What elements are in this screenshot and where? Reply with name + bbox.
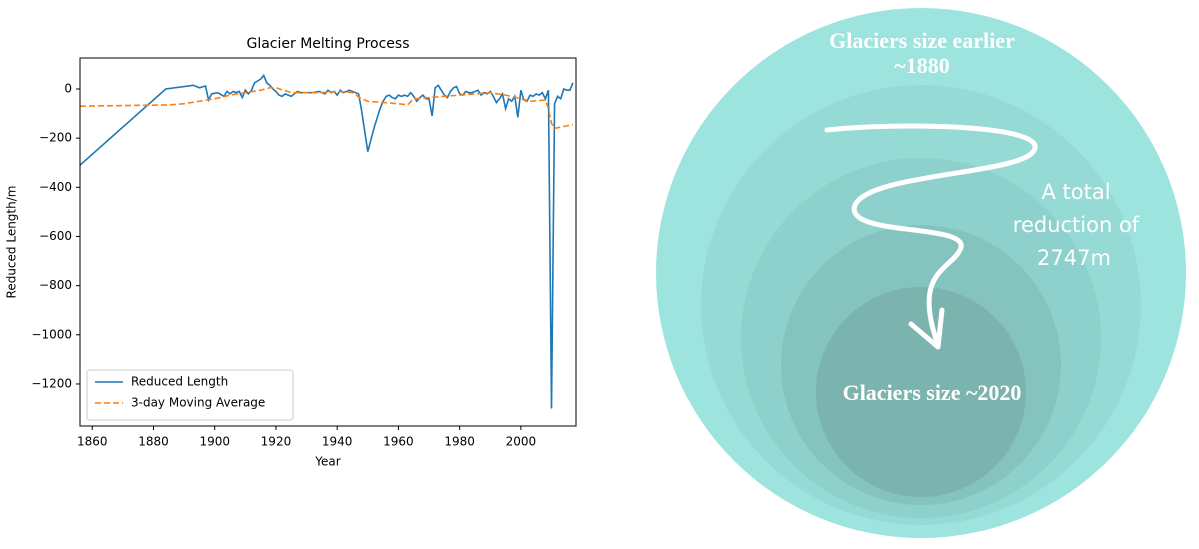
- circle-2020: [816, 287, 1026, 497]
- legend-label: Reduced Length: [131, 375, 228, 389]
- y-tick-label: 0: [64, 81, 72, 95]
- x-tick-label: 1980: [444, 435, 475, 449]
- legend-label: 3-day Moving Average: [131, 396, 265, 410]
- side-label: A total: [1041, 180, 1110, 204]
- legend-box: [86, 369, 294, 421]
- x-tick-label: 1960: [383, 435, 414, 449]
- y-axis-label: Reduced Length/m: [5, 186, 19, 299]
- y-tick-label: −600: [39, 229, 72, 243]
- chart-title: Glacier Melting Process: [246, 36, 409, 52]
- series-line: [80, 73, 574, 409]
- arrow: [824, 123, 1038, 348]
- y-tick-label: −1200: [31, 376, 72, 390]
- y-tick-label: −200: [39, 131, 72, 145]
- x-tick-label: 2000: [506, 435, 537, 449]
- y-tick-label: −1000: [31, 327, 72, 341]
- x-tick-label: 1860: [77, 435, 108, 449]
- series-line: [80, 86, 574, 130]
- top-label: Glaciers size earlier: [829, 28, 1015, 53]
- bottom-label: Glaciers size ~2020: [843, 380, 1022, 405]
- side-label: reduction of: [1013, 213, 1140, 237]
- x-axis-label: Year: [314, 455, 340, 469]
- x-tick-label: 1880: [138, 435, 169, 449]
- x-tick-label: 1900: [199, 435, 230, 449]
- y-tick-label: −800: [39, 278, 72, 292]
- y-tick-label: −400: [39, 180, 72, 194]
- side-label: 2747m: [1037, 246, 1111, 270]
- chart: Glacier Melting Process Year Reduced Len…: [5, 36, 577, 469]
- top-label: ~1880: [894, 53, 949, 78]
- plot-frame: [79, 57, 577, 427]
- arrow-head: [908, 307, 945, 350]
- x-tick-label: 1920: [261, 435, 292, 449]
- infographic: Glaciers size earlier ~1880 A total redu…: [656, 8, 1186, 538]
- x-tick-label: 1940: [322, 435, 353, 449]
